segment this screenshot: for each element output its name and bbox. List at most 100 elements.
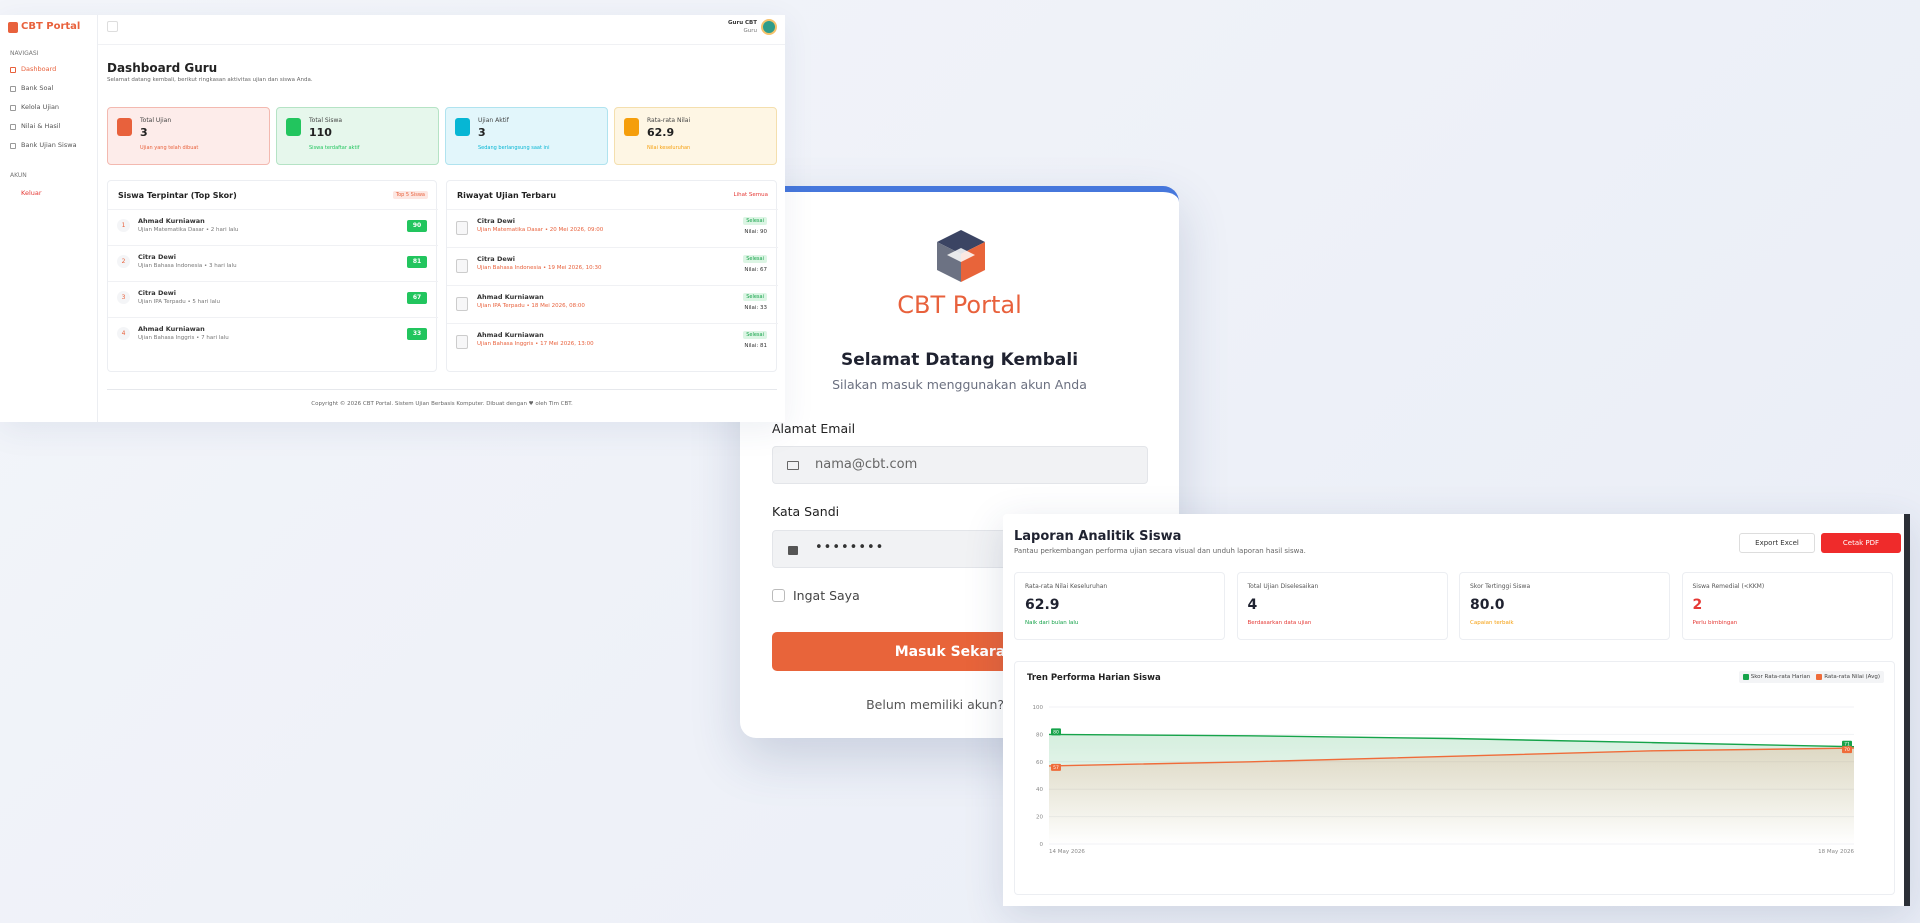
menu-item[interactable]: Dashboard [21, 65, 57, 73]
menu-icon [10, 105, 16, 111]
value-label: 71 [1842, 740, 1852, 748]
value-label: 57 [1051, 763, 1061, 771]
value-label-bg [1842, 740, 1852, 748]
stat-note: Nilai keseluruhan [647, 145, 691, 151]
stat-card: Siswa Remedial (<KKM) 2 Perlu bimbingan [1681, 572, 1893, 640]
stat-icon [117, 118, 132, 136]
menu-item[interactable]: Bank Soal [21, 84, 54, 92]
link[interactable]: Lihat Semua [733, 192, 768, 198]
exam-score: Nilai: 90 [744, 229, 767, 235]
y-tick-label: 80 [1036, 732, 1043, 738]
section-label: NAVIGASI [10, 50, 39, 57]
stat-label: Ujian Aktif [478, 117, 509, 124]
score-badge: 81 [407, 256, 427, 268]
score-badge: 90 [407, 220, 427, 232]
value-label-text: 70 [1844, 747, 1850, 753]
menu-item[interactable]: Nilai & Hasil [21, 122, 61, 130]
student-detail: Ujian IPA Terpadu • 5 hari lalu [138, 299, 220, 305]
x-tick-label: 14 May 2026 [1049, 849, 1085, 855]
exam-score: Nilai: 33 [744, 305, 767, 311]
stat-card: Total Siswa 110 Siswa terdaftar aktif [276, 107, 439, 165]
brand: CBT Portal [21, 21, 81, 32]
user-name: Guru CBT [728, 20, 757, 26]
exam-score: Nilai: 81 [744, 343, 767, 349]
y-tick-label: 20 [1036, 815, 1043, 821]
mail-icon [787, 461, 799, 470]
stat-label: Rata-rata Nilai Keseluruhan [1025, 583, 1108, 590]
stat-card: Rata-rata Nilai 62.9 Nilai keseluruhan [614, 107, 777, 165]
menu-item[interactable]: Bank Ujian Siswa [21, 141, 77, 149]
exam-name: Ahmad Kurniawan [477, 293, 544, 301]
avatar [761, 19, 777, 35]
stat-value: 4 [1247, 597, 1258, 613]
legend-swatch [1742, 674, 1749, 680]
doc-icon [456, 221, 468, 235]
page-subtitle: Selamat datang kembali, berikut ringkasa… [107, 77, 313, 83]
stat-label: Total Ujian [140, 117, 172, 124]
chart-card: Tren Performa Harian Siswa Skor Rata-rata… [1014, 661, 1895, 895]
footer-divider [107, 389, 777, 390]
remember-label[interactable]: Ingat Saya [793, 588, 860, 603]
line-chart: 0 20 40 60 80 100 14 May 2026 18 May 2026 80 71 57… [1033, 705, 1855, 855]
stat-value: 3 [478, 126, 486, 139]
doc-icon [456, 259, 468, 273]
stat-card: Total Ujian Diselesaikan 4 Berdasarkan dat… [1236, 572, 1448, 640]
stat-value: 80.0 [1470, 597, 1505, 613]
legend-item: Rata-rata Nilai (Avg) [1816, 674, 1880, 680]
student-detail: Ujian Matematika Dasar • 2 hari lalu [138, 227, 239, 233]
row-divider [108, 209, 438, 210]
menu-toggle [107, 21, 118, 32]
menu-icon [10, 143, 16, 149]
student-name: Citra Dewi [138, 289, 176, 297]
password-value: •••••••• [815, 540, 885, 555]
stat-label: Rata-rata Nilai [647, 117, 691, 124]
legend-swatch [1816, 674, 1823, 680]
doc-icon [456, 297, 468, 311]
footer: Copyright © 2026 CBT Portal. Sistem Ujia… [311, 401, 573, 407]
badge: Top 5 Siswa [392, 191, 428, 199]
y-tick-label: 60 [1036, 760, 1043, 766]
stat-note: Sedang berlangsung saat ini [478, 145, 550, 151]
export-button[interactable]: Export Excel [1739, 533, 1815, 553]
y-tick-label: 0 [1040, 842, 1044, 848]
checkbox[interactable] [772, 589, 785, 602]
status-badge: Selesai [743, 293, 767, 301]
logout[interactable]: Keluar [21, 189, 42, 197]
status-badge: Selesai [743, 217, 767, 225]
stat-note: Capaian terbaik [1470, 620, 1514, 626]
row-divider [108, 281, 438, 282]
dashboard-window: CBT Portal NAVIGASI Dashboard Bank Soal Kelo… [0, 15, 785, 422]
pdf-button[interactable]: Cetak PDF [1821, 533, 1901, 553]
brand: CBT Portal [897, 291, 1022, 319]
menu-icon [10, 86, 16, 92]
section-title: Riwayat Ujian Terbaru [457, 191, 557, 200]
score-badge: 67 [407, 292, 427, 304]
email-input[interactable]: nama@cbt.com [772, 446, 1148, 484]
exam-detail: Ujian Bahasa Inggris • 17 Mei 2026, 13:0… [477, 341, 594, 347]
page-title: Dashboard Guru [107, 61, 218, 75]
student-name: Ahmad Kurniawan [138, 325, 205, 333]
stat-card: Ujian Aktif 3 Sedang berlangsung saat ini [445, 107, 608, 165]
section-label: AKUN [10, 172, 27, 179]
stat-icon [286, 118, 301, 136]
stat-value: 62.9 [647, 126, 675, 139]
row-divider [447, 209, 778, 210]
value-label-bg [1051, 763, 1061, 771]
row-divider [447, 285, 778, 286]
stat-value: 3 [140, 126, 148, 139]
email-placeholder: nama@cbt.com [815, 457, 918, 472]
menu-item[interactable]: Kelola Ujian [21, 103, 60, 111]
y-tick-label: 100 [1033, 705, 1044, 711]
legend: Skor Rata-rata Harian Rata-rata Nilai (Av… [1738, 671, 1884, 683]
title: Selamat Datang Kembali [840, 350, 1079, 370]
sidebar [0, 15, 98, 422]
value-label-bg [1842, 746, 1852, 754]
exam-name: Citra Dewi [477, 217, 515, 225]
row-divider [108, 317, 438, 318]
exam-detail: Ujian IPA Terpadu • 18 Mei 2026, 08:00 [477, 303, 585, 309]
score-badge: 33 [407, 328, 427, 340]
topbar [98, 15, 785, 45]
legend-item: Skor Rata-rata Harian [1742, 674, 1810, 680]
recent-exams: Riwayat Ujian Terbaru Lihat Semua Citra De… [446, 180, 778, 372]
